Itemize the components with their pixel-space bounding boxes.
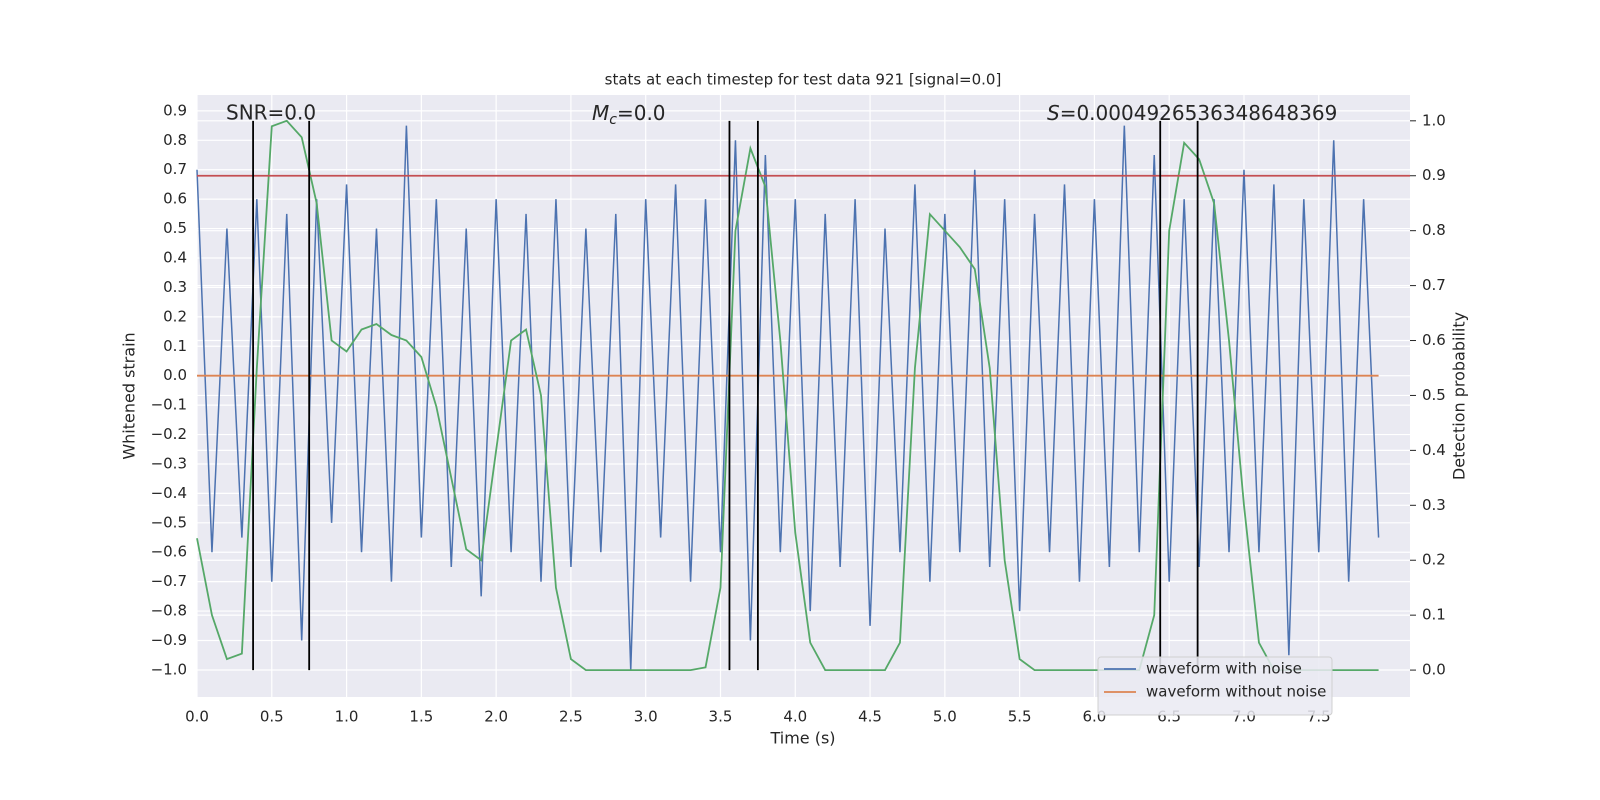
y-tick-label: 0.2 [163, 307, 187, 325]
y2-axis-label: Detection probability [1450, 312, 1469, 480]
y2-tick-label: 1.0 [1422, 111, 1446, 129]
x-tick-label: 1.0 [335, 708, 359, 726]
y-tick-label: −0.2 [151, 425, 187, 443]
legend-label: waveform with noise [1146, 660, 1302, 678]
y2-tick-label: 0.9 [1422, 166, 1446, 184]
labels: 0.0 0.5 1.0 1.5 2.0 2.5 3.0 3.5 4.0 4.5 5.0 5.5 6.0 6… [151, 101, 1446, 726]
x-tick-label: 3.5 [709, 708, 733, 726]
y-axis-label: Whitened strain [120, 332, 139, 459]
annotation: SNR=0.0 [226, 101, 316, 125]
y-tick-label: −0.9 [151, 631, 187, 649]
y2-tick-label: 0.6 [1422, 331, 1446, 349]
y-tick-label: −0.6 [151, 543, 187, 561]
chart-title: stats at each timestep for test data 921… [605, 71, 1002, 89]
x-tick-label: 4.0 [783, 708, 807, 726]
y2-tick-label: 0.0 [1422, 661, 1446, 679]
legend-box [1097, 656, 1333, 716]
x-axis-label: Time (s) [769, 729, 835, 748]
x-tick-label: 2.0 [484, 708, 508, 726]
y-tick-label: −0.1 [151, 396, 187, 414]
annotation-text: =0.0004926536348648369 [1060, 101, 1338, 125]
y-tick-label: −0.3 [151, 454, 187, 472]
x-tick-label: 5.0 [933, 708, 957, 726]
annotation-text: =0.0 [617, 101, 666, 125]
y-tick-label: 0.3 [163, 278, 187, 296]
y2-tick-label: 0.3 [1422, 496, 1446, 514]
marks [196, 119, 1410, 671]
y2-tick-label: 0.8 [1422, 221, 1446, 239]
annotation-symbol: M [592, 101, 609, 125]
y-tick-label: 0.5 [163, 219, 187, 237]
y-tick-label: −0.5 [151, 513, 187, 531]
annotation-symbol: S [1047, 101, 1060, 125]
annotation: Mc=0.0 [592, 101, 666, 129]
y-tick-label: −1.0 [151, 660, 187, 678]
y-tick-label: 0.1 [163, 337, 187, 355]
annotation-subscript: c [609, 112, 617, 128]
y2-tick-label: 0.4 [1422, 441, 1446, 459]
series-line [196, 119, 1379, 671]
y-tick-label: 0.6 [163, 190, 187, 208]
x-tick-label: 0.5 [260, 708, 284, 726]
y-tick-label: 0.7 [163, 160, 187, 178]
y-tick-label: 0.9 [163, 101, 187, 119]
x-tick-label: 0.0 [185, 708, 209, 726]
y-tick-label: −0.7 [151, 572, 187, 590]
y-tick-label: −0.4 [151, 484, 187, 502]
y2-tick-label: 0.1 [1422, 606, 1446, 624]
y-tick-label: 0.4 [163, 249, 187, 267]
y-tick-label: −0.8 [151, 602, 187, 620]
x-tick-label: 1.5 [409, 708, 433, 726]
annotation: S=0.0004926536348648369 [1047, 101, 1337, 125]
y2-tick-label: 0.2 [1422, 551, 1446, 569]
y2-tick-label: 0.7 [1422, 276, 1446, 294]
y-tick-label: 0.8 [163, 131, 187, 149]
y2-tick-label: 0.5 [1422, 386, 1446, 404]
y-tick-label: 0.0 [163, 366, 187, 384]
x-tick-label: 2.5 [559, 708, 583, 726]
x-tick-label: 3.0 [634, 708, 658, 726]
legend-label: waveform without noise [1146, 683, 1326, 701]
x-tick-label: 5.5 [1008, 708, 1032, 726]
x-tick-label: 4.5 [858, 708, 882, 726]
